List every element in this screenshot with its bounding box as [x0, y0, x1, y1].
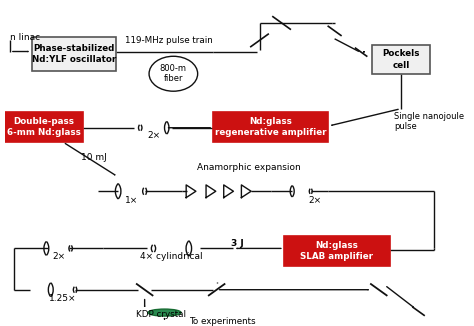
Text: 4× cylindrical: 4× cylindrical: [140, 252, 202, 261]
Text: Nd:glass
regenerative amplifier: Nd:glass regenerative amplifier: [215, 117, 326, 137]
Ellipse shape: [148, 309, 181, 316]
Text: 2×: 2×: [308, 196, 321, 205]
Text: 1×: 1×: [125, 196, 138, 205]
Text: Phase-stabilized
Nd:YLF oscillator: Phase-stabilized Nd:YLF oscillator: [32, 44, 116, 64]
Text: 2×: 2×: [52, 252, 65, 261]
Text: 119-MHz pulse train: 119-MHz pulse train: [125, 36, 212, 45]
Text: Anamorphic expansion: Anamorphic expansion: [197, 163, 301, 172]
Text: Pockels
cell: Pockels cell: [382, 49, 419, 70]
Text: 800-m
fiber: 800-m fiber: [160, 64, 187, 83]
Text: Nd:glass
SLAB amplifier: Nd:glass SLAB amplifier: [301, 241, 374, 261]
Text: 2×: 2×: [147, 131, 160, 140]
Text: n linac: n linac: [10, 33, 40, 42]
Text: Single nanojoule
pulse: Single nanojoule pulse: [394, 112, 465, 131]
FancyBboxPatch shape: [32, 37, 116, 70]
Text: 3 J: 3 J: [231, 239, 244, 248]
Text: KDP crystal: KDP crystal: [136, 310, 186, 319]
Text: To experiments: To experiments: [189, 317, 255, 326]
Text: 10 mJ: 10 mJ: [81, 154, 106, 162]
FancyBboxPatch shape: [372, 45, 429, 74]
FancyBboxPatch shape: [6, 112, 83, 142]
FancyBboxPatch shape: [213, 112, 328, 142]
Text: 1.25×: 1.25×: [49, 294, 77, 303]
Text: Double-pass
6-mm Nd:glass: Double-pass 6-mm Nd:glass: [7, 117, 81, 137]
FancyBboxPatch shape: [284, 236, 390, 266]
